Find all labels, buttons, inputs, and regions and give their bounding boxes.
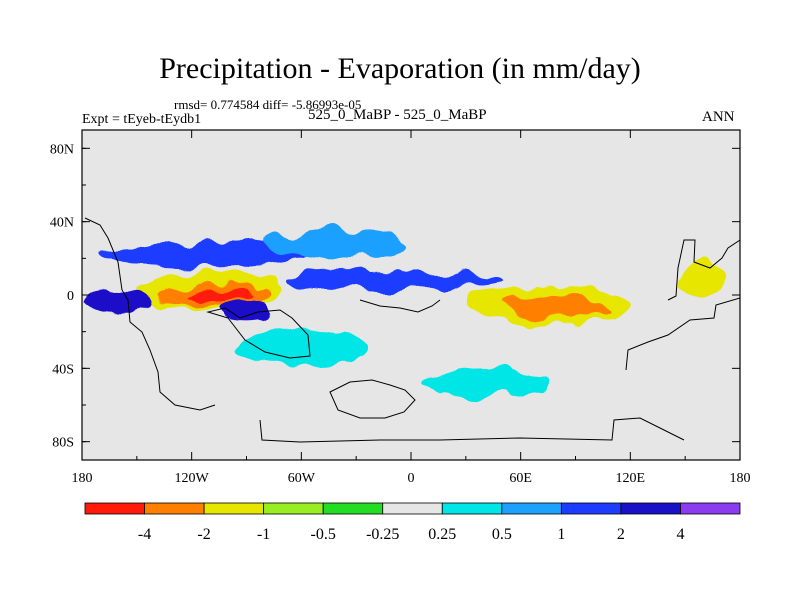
x-tick-label: 60E	[509, 471, 532, 486]
field-feature	[506, 295, 609, 317]
experiment-label: Expt = tEyeb-tEydb1	[82, 112, 202, 127]
x-tick-label: 120E	[616, 471, 646, 486]
coastline-africa	[329, 379, 416, 419]
y-tick-label: 40N	[50, 216, 74, 231]
coastline-antarctica	[259, 417, 685, 443]
coastline-south-america	[206, 307, 311, 359]
x-tick-label: 180	[72, 471, 93, 486]
colorbar-swatch	[203, 502, 265, 515]
colorbar-label: -1	[257, 526, 270, 543]
x-tick-label: 0	[408, 471, 415, 486]
x-tick-label: 60W	[288, 471, 316, 486]
field-feature	[100, 241, 302, 268]
chart-title: Precipitation - Evaporation (in mm/day)	[159, 52, 641, 85]
colorbar-swatch	[441, 502, 503, 515]
colorbar-swatch	[382, 502, 443, 515]
colorbar-label: -4	[138, 526, 151, 543]
coastline-africa-north	[359, 299, 441, 313]
colorbar-label: 4	[676, 526, 684, 543]
colorbar-swatch	[263, 502, 324, 515]
field-feature	[264, 229, 411, 259]
colorbar-swatch	[620, 502, 681, 515]
colorbar-label: -0.5	[311, 526, 336, 543]
y-tick-label: 80S	[52, 436, 74, 451]
y-tick-label: 0	[67, 289, 74, 304]
colorbar-label: 1	[557, 526, 565, 543]
colorbar: -4 -2 -1 -0.5 -0.25 0.25 0.5 1 2 4	[84, 502, 741, 543]
colorbar-swatch	[322, 502, 384, 515]
colorbar-label: 0.5	[492, 526, 512, 543]
colorbar-swatch	[84, 502, 145, 515]
field-feature	[85, 291, 152, 314]
colorbar-label: -0.25	[366, 526, 399, 543]
colorbar-swatch	[144, 502, 205, 515]
map-axes: 180 120W 60W 0 60E 120E 180 80N 40N 0 40S 80S	[50, 130, 751, 486]
colorbar-label: 2	[617, 526, 625, 543]
field-feature	[219, 300, 274, 319]
season-label: ANN	[702, 109, 735, 125]
colorbar-swatch	[560, 502, 622, 515]
field-feature	[186, 289, 252, 301]
field-feature	[283, 271, 503, 290]
coastline-asia-east	[667, 239, 740, 301]
colorbar-swatch	[680, 502, 741, 515]
x-tick-label: 180	[730, 471, 751, 486]
x-tick-label: 120W	[175, 471, 210, 486]
colorbar-swatch	[501, 502, 562, 515]
contour-field	[85, 229, 726, 398]
y-tick-label: 40S	[52, 362, 74, 377]
colorbar-label: -2	[197, 526, 210, 543]
field-feature	[237, 328, 366, 365]
rmsd-diff-stats: rmsd= 0.774584 diff= -5.86993e-05	[174, 97, 362, 112]
coastline-americas	[84, 217, 216, 411]
field-feature	[420, 368, 549, 398]
y-tick-label: 80N	[50, 142, 74, 157]
field-feature	[681, 262, 726, 299]
coastlines	[84, 217, 740, 443]
case-label: 525_0_MaBP - 525_0_MaBP	[308, 107, 487, 123]
colorbar-label: 0.25	[428, 526, 456, 543]
coastline-australia	[625, 297, 740, 371]
